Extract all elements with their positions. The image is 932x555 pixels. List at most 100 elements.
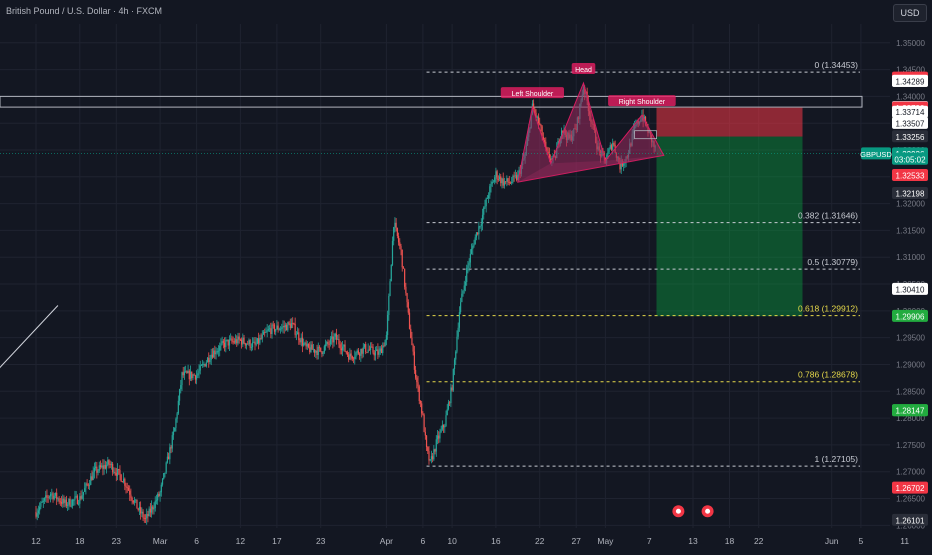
price-label: 1.28147 xyxy=(896,407,925,416)
candle xyxy=(54,492,57,496)
time-tick-label: 22 xyxy=(535,536,545,546)
candle xyxy=(464,282,467,286)
time-tick-label: 18 xyxy=(75,536,85,546)
candle xyxy=(371,346,373,348)
candle xyxy=(331,336,333,339)
time-tick-label: 12 xyxy=(31,536,41,546)
price-label: 1.32533 xyxy=(896,172,925,181)
head-shoulders-pattern xyxy=(517,81,665,183)
candle xyxy=(186,371,188,374)
candle xyxy=(249,340,251,348)
candle xyxy=(378,351,380,355)
candle xyxy=(294,323,296,335)
candle xyxy=(373,352,375,356)
candle xyxy=(166,456,168,463)
candle xyxy=(438,435,440,439)
time-tick-label: 7 xyxy=(647,536,652,546)
candle xyxy=(503,181,506,186)
candle xyxy=(406,293,408,303)
candle xyxy=(284,325,287,328)
candle xyxy=(349,353,351,360)
candle xyxy=(561,130,563,139)
candle xyxy=(283,325,285,328)
candle xyxy=(562,130,564,133)
candle xyxy=(270,328,272,335)
candle xyxy=(73,499,75,501)
candle xyxy=(144,518,147,520)
candle xyxy=(379,348,381,352)
price-tick-label: 1.27500 xyxy=(896,441,925,450)
candle xyxy=(460,302,462,313)
candle xyxy=(542,136,544,141)
candle xyxy=(136,499,138,509)
candle xyxy=(366,352,368,353)
candle xyxy=(407,302,409,313)
time-axis: 12 18 23 Mar 6 12 17 23 Apr 6 10 16 22 27 May 7 13 18 22 Ju… xyxy=(0,532,932,550)
candle xyxy=(610,145,613,150)
candle xyxy=(338,338,340,345)
candle xyxy=(315,350,317,353)
candle xyxy=(452,368,454,391)
price-tick-label: 1.34000 xyxy=(896,92,925,101)
take-profit-zone xyxy=(656,136,803,317)
candle xyxy=(472,245,474,250)
candle xyxy=(417,382,419,387)
candle xyxy=(209,359,211,363)
candle xyxy=(97,470,99,473)
candle xyxy=(131,497,133,501)
candle xyxy=(203,364,205,365)
time-tick-label: Apr xyxy=(380,536,393,546)
time-tick-label: Mar xyxy=(153,536,168,546)
candle xyxy=(514,175,516,177)
time-tick-label: 16 xyxy=(491,536,501,546)
candle xyxy=(265,331,267,333)
time-tick-label: 17 xyxy=(272,536,282,546)
candle xyxy=(185,371,187,373)
pattern-label-bg xyxy=(571,62,596,74)
candle xyxy=(98,465,100,471)
candle xyxy=(180,385,182,390)
candle xyxy=(82,491,85,496)
candle xyxy=(535,112,537,118)
time-tick-label: May xyxy=(597,536,614,546)
candle xyxy=(198,370,200,374)
candle xyxy=(102,465,104,469)
candle xyxy=(183,371,186,376)
candle xyxy=(608,148,610,153)
candle xyxy=(372,346,374,353)
candle xyxy=(279,328,282,330)
price-label: 03:05:02 xyxy=(894,155,926,164)
candle xyxy=(537,116,540,124)
candle xyxy=(342,346,344,351)
candle xyxy=(171,435,173,449)
candle xyxy=(227,339,229,346)
candle xyxy=(90,476,92,485)
candle xyxy=(57,498,59,500)
candle xyxy=(502,178,504,186)
candle xyxy=(534,109,536,113)
candle xyxy=(146,514,148,519)
currency-button[interactable]: USD xyxy=(893,4,927,22)
candle xyxy=(356,350,358,353)
candle xyxy=(39,506,41,511)
candle xyxy=(208,357,210,363)
price-label-bg xyxy=(892,309,928,322)
candle xyxy=(175,418,177,428)
trendline xyxy=(0,305,59,369)
candle xyxy=(211,354,214,358)
candle xyxy=(233,341,235,343)
candle xyxy=(220,343,222,346)
candle xyxy=(335,333,338,340)
candle xyxy=(397,235,400,243)
candle xyxy=(488,195,490,199)
candle xyxy=(247,343,249,345)
price-tick-label: 1.32000 xyxy=(896,200,925,209)
candle xyxy=(81,495,83,499)
candle xyxy=(351,356,353,359)
candle xyxy=(318,346,321,348)
candle xyxy=(449,402,451,404)
candle xyxy=(495,171,497,178)
candle xyxy=(328,343,330,345)
